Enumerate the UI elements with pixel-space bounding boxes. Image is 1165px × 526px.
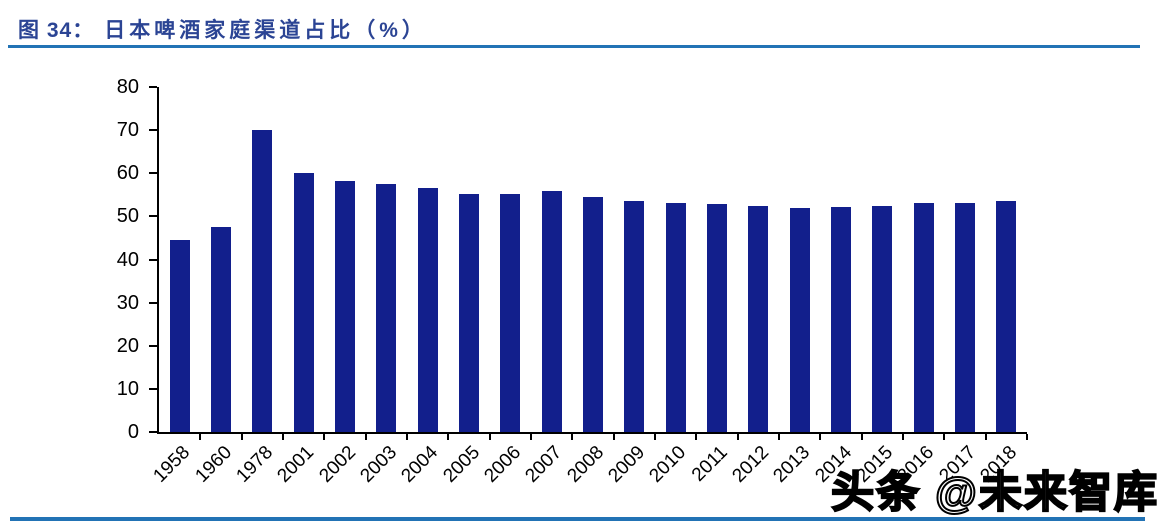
- bar: [831, 206, 851, 432]
- x-axis-tick-label: 2013: [769, 442, 815, 487]
- y-axis-tick-label: 40: [116, 248, 139, 271]
- bar: [376, 184, 397, 432]
- y-axis-tick: [149, 129, 157, 132]
- bar: [252, 130, 273, 432]
- bar: [913, 203, 934, 432]
- x-axis-tick-label: 2003: [356, 442, 402, 487]
- bar: [665, 203, 686, 432]
- figure-title: 日本啤酒家庭渠道占比（%）: [104, 19, 427, 42]
- bar: [417, 187, 438, 432]
- x-axis-tick: [488, 434, 491, 440]
- watermark-text: 头条 @未来智库: [830, 468, 1159, 518]
- x-axis-tick-label: 2006: [480, 442, 526, 487]
- x-axis-tick: [571, 434, 574, 440]
- x-axis-tick-label: 2004: [397, 442, 443, 487]
- y-axis-tick-label: 10: [116, 377, 139, 400]
- y-axis-tick: [149, 172, 157, 175]
- x-axis-tick: [902, 434, 904, 440]
- x-axis-tick-label: 2007: [521, 442, 567, 487]
- bar: [500, 193, 521, 432]
- x-axis-tick: [860, 434, 863, 440]
- y-axis-tick-label: 70: [116, 119, 139, 142]
- bar: [293, 173, 314, 432]
- x-axis-tick-label: 2002: [315, 442, 360, 487]
- x-axis-tick: [695, 434, 698, 440]
- x-axis-tick: [364, 434, 367, 440]
- x-axis-tick: [447, 434, 450, 440]
- y-axis-tick: [149, 387, 157, 390]
- y-axis-tick-label: 50: [116, 205, 139, 228]
- y-axis-tick-label: 20: [116, 334, 139, 357]
- x-axis-tick-label: 2005: [439, 442, 484, 487]
- x-axis-tick-label: 2008: [563, 442, 608, 487]
- bar: [583, 197, 603, 432]
- bottom-divider: [10, 517, 1145, 521]
- y-axis-tick: [149, 86, 157, 88]
- y-axis-tick-label: 60: [116, 162, 139, 185]
- x-axis-tick-label: 2001: [273, 442, 319, 487]
- bar: [624, 201, 645, 432]
- x-axis-tick-label: 1960: [191, 442, 236, 487]
- bar: [541, 190, 562, 432]
- bar: [955, 203, 975, 432]
- y-axis-tick-label: 0: [127, 421, 139, 443]
- y-axis-tick-label: 80: [116, 76, 139, 98]
- x-axis-tick-label: 2010: [645, 442, 691, 487]
- y-axis-tick-label: 30: [116, 291, 139, 314]
- caption-underline: [8, 45, 1140, 48]
- x-axis-tick: [654, 434, 656, 440]
- x-axis-tick-label: 1958: [149, 442, 195, 487]
- y-axis-tick: [149, 431, 157, 433]
- bar: [335, 181, 355, 432]
- y-axis-tick: [149, 215, 157, 218]
- bar: [748, 205, 769, 432]
- bar: [459, 193, 479, 432]
- bar: [211, 227, 231, 432]
- bar: [872, 205, 893, 432]
- bar: [707, 204, 727, 432]
- x-axis-tick: [323, 434, 326, 440]
- bar: [169, 240, 190, 432]
- x-axis-tick: [612, 434, 615, 440]
- figure-caption: 图 34： 日本啤酒家庭渠道占比（%）: [18, 14, 427, 44]
- x-axis-tick: [736, 434, 739, 440]
- y-axis-tick: [149, 258, 157, 261]
- x-axis-tick: [984, 434, 987, 440]
- x-axis-tick-label: 2009: [604, 442, 650, 487]
- x-axis-tick-label: 2011: [688, 442, 732, 486]
- x-axis-tick: [1026, 434, 1028, 440]
- bar: [996, 200, 1017, 432]
- x-axis-tick: [199, 434, 202, 440]
- x-axis-tick: [406, 434, 408, 440]
- x-axis-tick-label: 2012: [728, 442, 774, 487]
- x-axis-tick: [240, 434, 243, 440]
- figure-number: 图 34：: [18, 19, 95, 42]
- x-axis-tick: [778, 434, 780, 440]
- x-axis-tick: [282, 434, 284, 440]
- bar: [789, 207, 810, 432]
- x-axis-tick: [819, 434, 822, 440]
- x-axis-tick-label: 1978: [232, 442, 278, 487]
- plot-area: 0 10 20 30 40 50 60 70 80 1958 1960 1978 2001 2002 200…: [117, 77, 1028, 487]
- x-axis-tick: [943, 434, 946, 440]
- y-axis-tick: [149, 301, 157, 304]
- y-axis-tick: [149, 344, 157, 347]
- x-axis-tick: [530, 434, 532, 440]
